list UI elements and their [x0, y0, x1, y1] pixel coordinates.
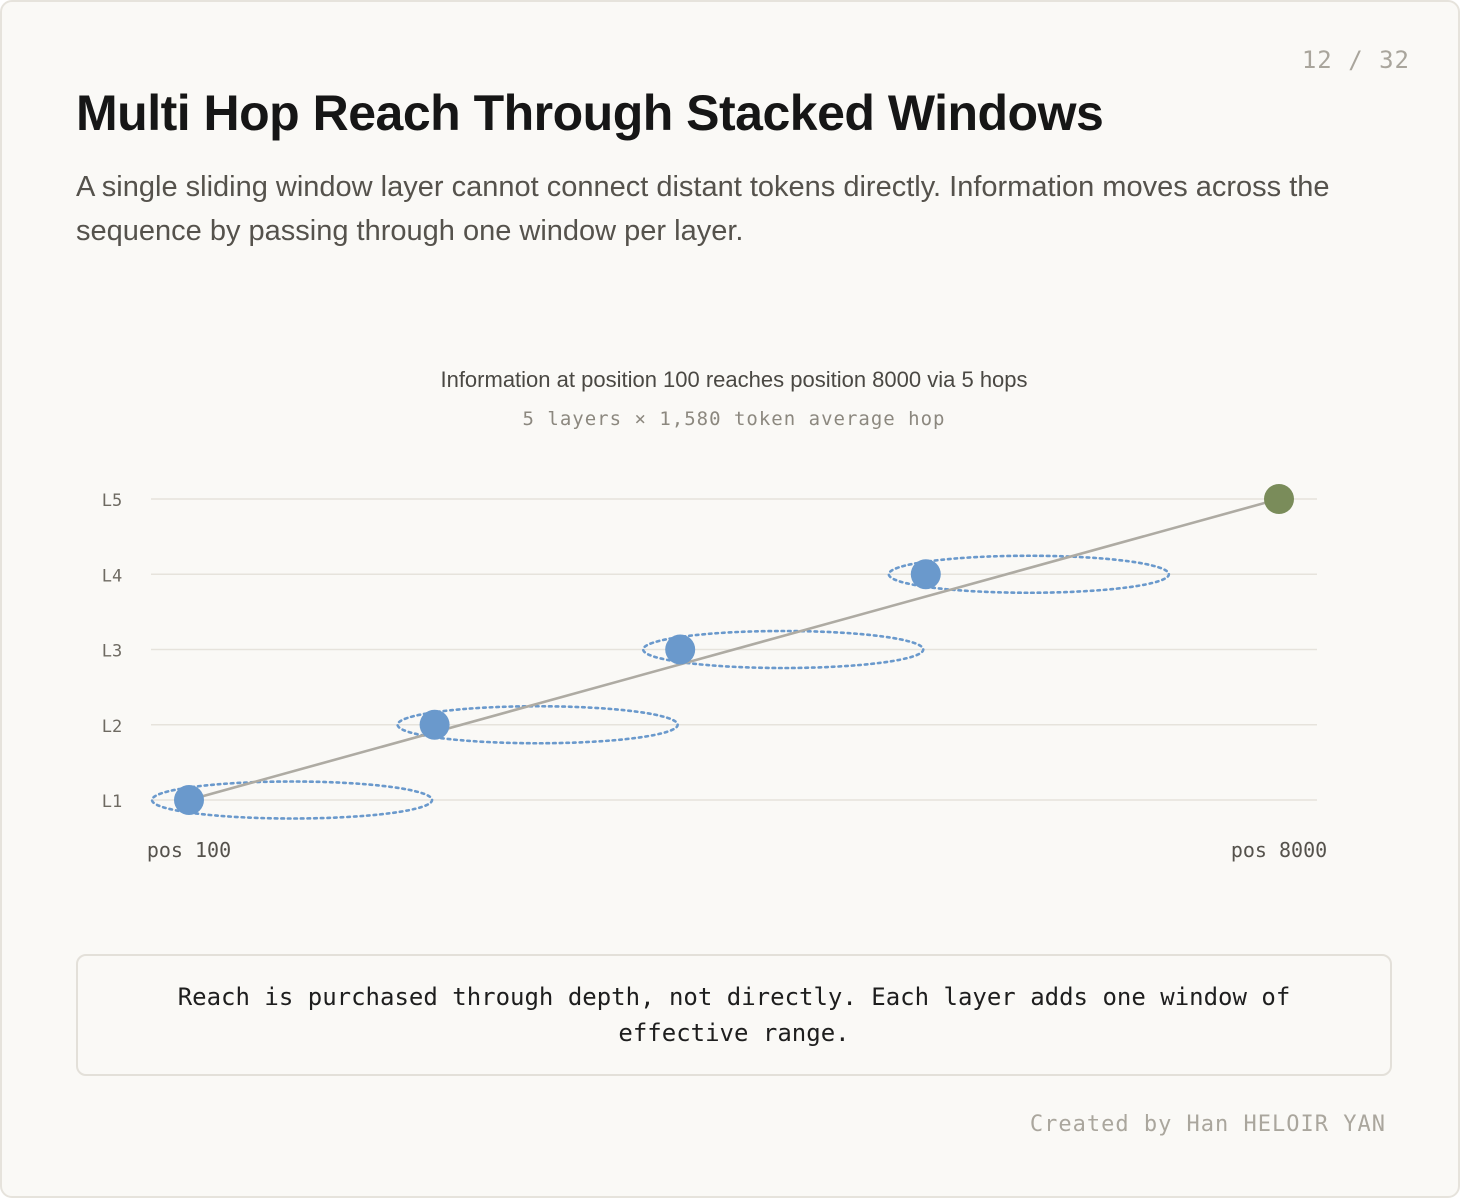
layer-gridlines	[151, 498, 1317, 801]
window-l1	[150, 780, 434, 820]
layer-label-l1: L1	[102, 792, 122, 812]
page-number: 12 / 32	[1301, 46, 1410, 74]
page-title: Multi Hop Reach Through Stacked Windows	[76, 85, 1104, 141]
start-position-label: pos 100	[147, 838, 231, 862]
end-position-label: pos 8000	[1231, 838, 1327, 862]
takeaway-text: Reach is purchased through depth, not di…	[177, 983, 1291, 1047]
layer-labels: L1 L2 L3 L4 L5	[102, 491, 122, 812]
attention-windows	[150, 554, 1171, 820]
hop-node-l2	[419, 709, 450, 740]
hop-path	[188, 497, 1280, 802]
layer-label-l2: L2	[102, 717, 122, 737]
hop-node-l1	[174, 785, 204, 815]
hop-path-line	[188, 497, 1280, 802]
layer-label-l4: L4	[102, 566, 122, 586]
layer-label-l5: L5	[102, 491, 122, 511]
layer-label-l3: L3	[102, 642, 122, 662]
diagram-subheading: 5 layers × 1,580 token average hop	[523, 408, 946, 430]
diagram-heading: Information at position 100 reaches posi…	[440, 367, 1027, 392]
window-l4	[887, 554, 1171, 595]
takeaway-box: Reach is purchased through depth, not di…	[76, 954, 1392, 1076]
window-l3	[641, 629, 925, 670]
page-subtitle: A single sliding window layer cannot con…	[76, 171, 1330, 247]
hop-nodes	[174, 484, 1294, 815]
hop-diagram: Information at position 100 reaches posi…	[102, 367, 1327, 862]
hop-node-l3	[665, 634, 696, 665]
author-credit: Created by Han HELOIR YAN	[1029, 1112, 1386, 1137]
hop-node-l4	[910, 559, 941, 590]
target-node	[1264, 484, 1294, 514]
window-l2	[396, 704, 679, 745]
